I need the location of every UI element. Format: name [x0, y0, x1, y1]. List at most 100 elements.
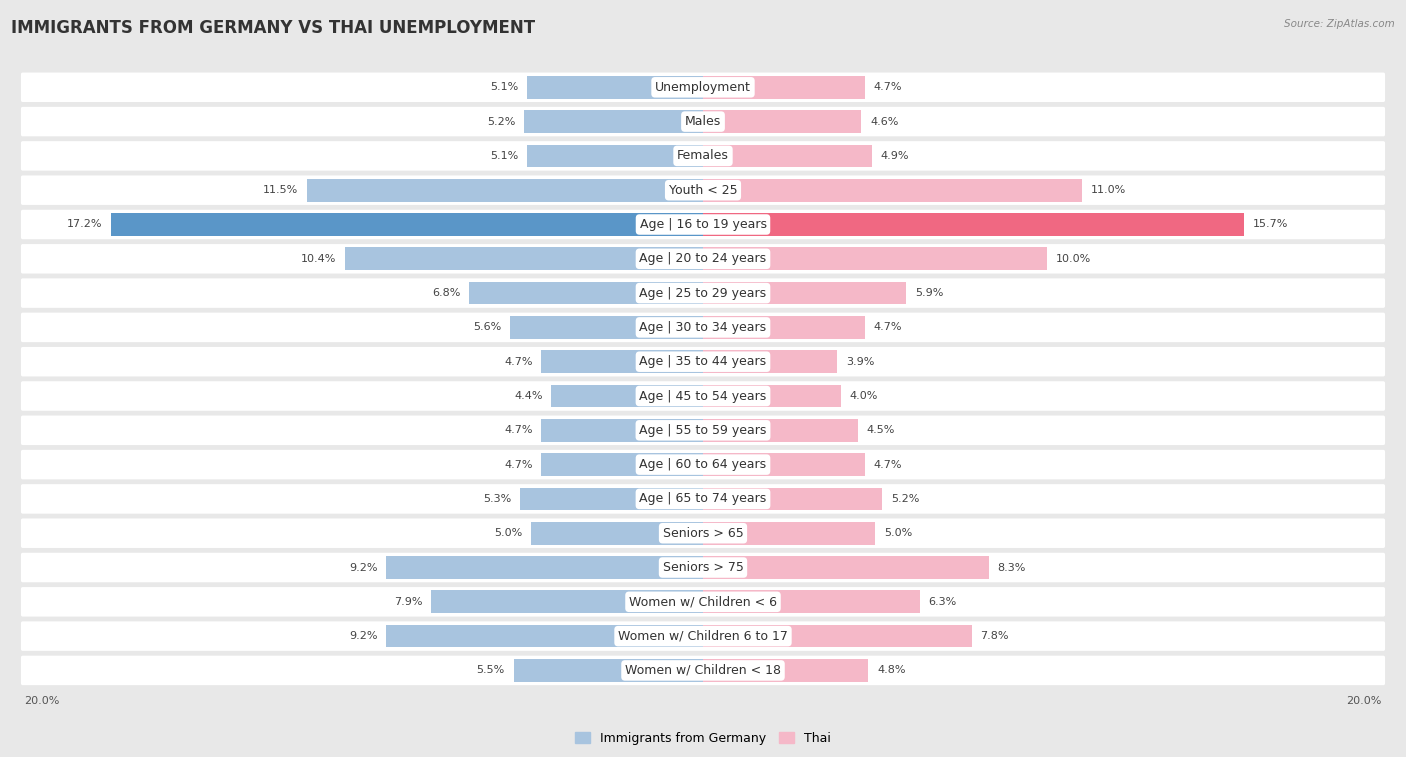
Text: 6.3%: 6.3% — [928, 597, 957, 607]
Bar — [703, 350, 838, 373]
Text: Age | 65 to 74 years: Age | 65 to 74 years — [640, 492, 766, 506]
Text: Seniors > 65: Seniors > 65 — [662, 527, 744, 540]
FancyBboxPatch shape — [21, 416, 1385, 445]
Legend: Immigrants from Germany, Thai: Immigrants from Germany, Thai — [575, 732, 831, 745]
Text: Age | 30 to 34 years: Age | 30 to 34 years — [640, 321, 766, 334]
Text: 4.7%: 4.7% — [503, 357, 533, 366]
Text: 4.9%: 4.9% — [880, 151, 908, 161]
FancyBboxPatch shape — [21, 484, 1385, 514]
FancyBboxPatch shape — [21, 382, 1385, 411]
Text: Females: Females — [678, 149, 728, 163]
Text: 5.1%: 5.1% — [491, 83, 519, 92]
Bar — [510, 316, 703, 338]
Text: Age | 45 to 54 years: Age | 45 to 54 years — [640, 390, 766, 403]
Bar — [703, 179, 1083, 201]
Bar — [703, 248, 1047, 270]
FancyBboxPatch shape — [21, 244, 1385, 273]
Text: 4.6%: 4.6% — [870, 117, 898, 126]
Bar — [513, 659, 703, 682]
Text: 5.9%: 5.9% — [915, 288, 943, 298]
Text: Age | 16 to 19 years: Age | 16 to 19 years — [640, 218, 766, 231]
Text: 5.3%: 5.3% — [484, 494, 512, 504]
Text: 17.2%: 17.2% — [66, 220, 101, 229]
Text: 4.7%: 4.7% — [873, 322, 903, 332]
Bar — [387, 625, 703, 647]
FancyBboxPatch shape — [21, 656, 1385, 685]
Text: Age | 20 to 24 years: Age | 20 to 24 years — [640, 252, 766, 265]
Bar — [387, 556, 703, 579]
Text: Youth < 25: Youth < 25 — [669, 184, 737, 197]
Text: Age | 25 to 29 years: Age | 25 to 29 years — [640, 287, 766, 300]
Text: 9.2%: 9.2% — [349, 631, 377, 641]
FancyBboxPatch shape — [21, 450, 1385, 479]
Bar — [703, 488, 882, 510]
Text: Males: Males — [685, 115, 721, 128]
Bar — [531, 522, 703, 544]
Bar — [527, 145, 703, 167]
FancyBboxPatch shape — [21, 519, 1385, 548]
Bar — [307, 179, 703, 201]
FancyBboxPatch shape — [21, 347, 1385, 376]
Text: 11.5%: 11.5% — [263, 185, 298, 195]
FancyBboxPatch shape — [21, 73, 1385, 102]
Text: Women w/ Children < 6: Women w/ Children < 6 — [628, 595, 778, 609]
Bar — [703, 111, 862, 133]
Bar — [703, 282, 907, 304]
Text: 11.0%: 11.0% — [1091, 185, 1126, 195]
Bar — [703, 316, 865, 338]
Text: 10.0%: 10.0% — [1056, 254, 1091, 263]
Text: 20.0%: 20.0% — [24, 696, 60, 706]
Bar — [703, 419, 858, 441]
Bar — [703, 522, 875, 544]
FancyBboxPatch shape — [21, 107, 1385, 136]
Text: 5.2%: 5.2% — [486, 117, 515, 126]
Text: 4.4%: 4.4% — [515, 391, 543, 401]
Bar — [541, 453, 703, 476]
Bar — [703, 385, 841, 407]
Text: 5.1%: 5.1% — [491, 151, 519, 161]
Text: Age | 55 to 59 years: Age | 55 to 59 years — [640, 424, 766, 437]
Text: 10.4%: 10.4% — [301, 254, 336, 263]
FancyBboxPatch shape — [21, 587, 1385, 616]
Text: 5.5%: 5.5% — [477, 665, 505, 675]
Bar — [527, 76, 703, 98]
Bar — [541, 419, 703, 441]
Text: 8.3%: 8.3% — [997, 562, 1026, 572]
Text: 6.8%: 6.8% — [432, 288, 460, 298]
Bar — [703, 213, 1244, 236]
FancyBboxPatch shape — [21, 279, 1385, 308]
Text: 4.8%: 4.8% — [877, 665, 905, 675]
Bar — [703, 76, 865, 98]
Bar — [520, 488, 703, 510]
Text: Women w/ Children < 18: Women w/ Children < 18 — [626, 664, 780, 677]
FancyBboxPatch shape — [21, 176, 1385, 205]
Text: Age | 35 to 44 years: Age | 35 to 44 years — [640, 355, 766, 368]
Bar — [703, 145, 872, 167]
Text: 7.8%: 7.8% — [980, 631, 1008, 641]
FancyBboxPatch shape — [21, 210, 1385, 239]
FancyBboxPatch shape — [21, 621, 1385, 651]
Text: 4.7%: 4.7% — [503, 425, 533, 435]
Bar — [703, 590, 920, 613]
Text: 5.0%: 5.0% — [494, 528, 522, 538]
Text: 20.0%: 20.0% — [1346, 696, 1382, 706]
Bar — [541, 350, 703, 373]
Bar — [551, 385, 703, 407]
FancyBboxPatch shape — [21, 553, 1385, 582]
Text: 4.7%: 4.7% — [503, 459, 533, 469]
Bar — [524, 111, 703, 133]
FancyBboxPatch shape — [21, 313, 1385, 342]
Text: 4.7%: 4.7% — [873, 459, 903, 469]
FancyBboxPatch shape — [21, 141, 1385, 170]
Text: 15.7%: 15.7% — [1253, 220, 1288, 229]
Text: Women w/ Children 6 to 17: Women w/ Children 6 to 17 — [619, 630, 787, 643]
Text: 5.6%: 5.6% — [474, 322, 502, 332]
Text: Seniors > 75: Seniors > 75 — [662, 561, 744, 574]
Bar — [344, 248, 703, 270]
Text: 4.5%: 4.5% — [866, 425, 896, 435]
Text: 3.9%: 3.9% — [846, 357, 875, 366]
Bar — [111, 213, 703, 236]
Text: 4.7%: 4.7% — [873, 83, 903, 92]
Text: Unemployment: Unemployment — [655, 81, 751, 94]
Text: 9.2%: 9.2% — [349, 562, 377, 572]
